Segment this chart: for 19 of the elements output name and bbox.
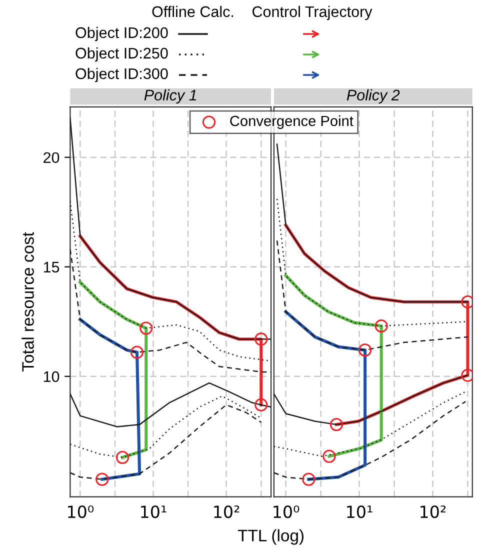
x-tick-label: 10² [214,505,240,518]
y-tick-label: 10 [44,371,60,382]
x-tick-label: 10⁰ [68,505,94,518]
y-tick-label: 15 [44,262,60,273]
x-tick-label: 10¹ [347,505,372,518]
y-axis-title: Total resource cost [22,232,34,372]
text: Offline Calc. [152,6,234,18]
chart-title: Policy 1 [144,89,196,104]
legend-label: Object ID:300 [76,68,168,82]
legend-label: Convergence Point [230,115,354,129]
text: Control Trajectory [252,6,372,20]
legend-label: Object ID:250 [76,47,168,62]
chart-title: Policy 2 [346,89,400,104]
x-tick-label: 10² [420,505,446,518]
x-axis-title: TTL (log) [238,529,304,545]
x-tick-label: 10⁰ [274,505,300,518]
legend-label: Object ID:200 [76,26,168,42]
y-tick-label: 20 [44,152,60,164]
x-tick-label: 10¹ [141,505,166,518]
